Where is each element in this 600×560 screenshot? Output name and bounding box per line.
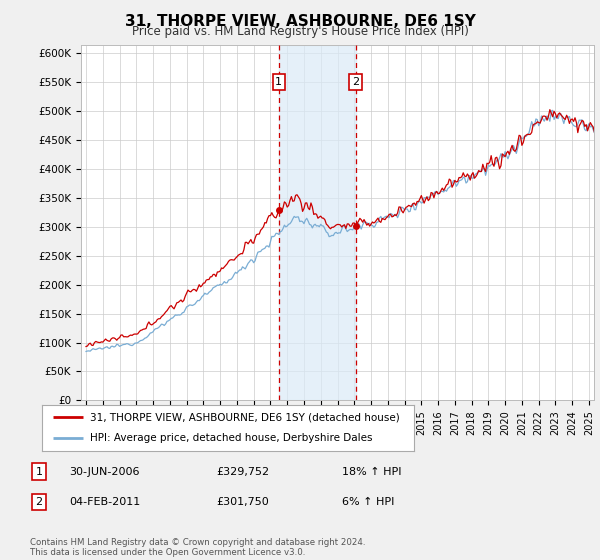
- Text: 2: 2: [35, 497, 43, 507]
- Text: 31, THORPE VIEW, ASHBOURNE, DE6 1SY (detached house): 31, THORPE VIEW, ASHBOURNE, DE6 1SY (det…: [91, 412, 400, 422]
- Text: HPI: Average price, detached house, Derbyshire Dales: HPI: Average price, detached house, Derb…: [91, 433, 373, 444]
- Text: Price paid vs. HM Land Registry's House Price Index (HPI): Price paid vs. HM Land Registry's House …: [131, 25, 469, 38]
- Text: Contains HM Land Registry data © Crown copyright and database right 2024.
This d: Contains HM Land Registry data © Crown c…: [30, 538, 365, 557]
- Text: 2: 2: [352, 77, 359, 87]
- Text: 30-JUN-2006: 30-JUN-2006: [69, 466, 139, 477]
- Text: 1: 1: [35, 466, 43, 477]
- Text: 04-FEB-2011: 04-FEB-2011: [69, 497, 140, 507]
- Text: 18% ↑ HPI: 18% ↑ HPI: [342, 466, 401, 477]
- Text: 31, THORPE VIEW, ASHBOURNE, DE6 1SY: 31, THORPE VIEW, ASHBOURNE, DE6 1SY: [125, 14, 475, 29]
- Text: £329,752: £329,752: [216, 466, 269, 477]
- Text: £301,750: £301,750: [216, 497, 269, 507]
- Text: 1: 1: [275, 77, 283, 87]
- Text: 6% ↑ HPI: 6% ↑ HPI: [342, 497, 394, 507]
